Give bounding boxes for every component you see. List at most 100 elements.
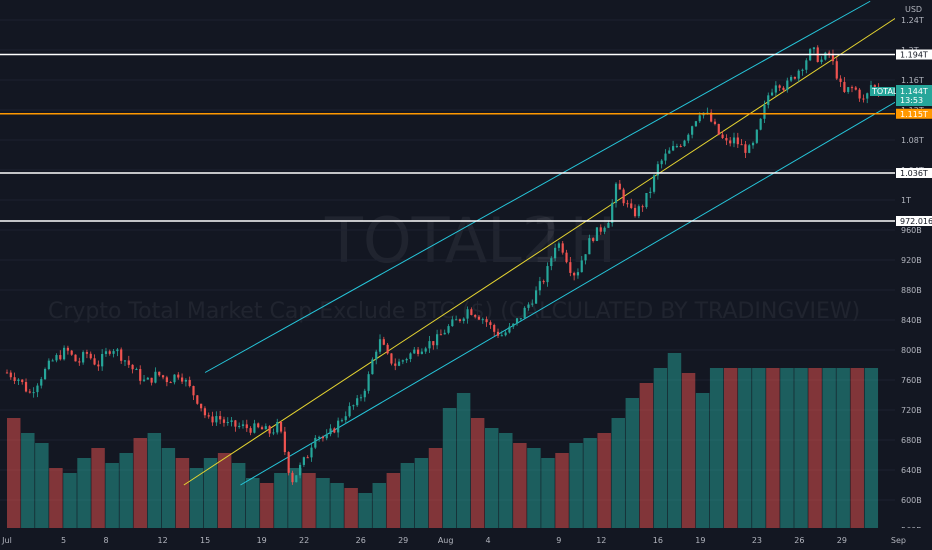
candle-body xyxy=(226,421,229,423)
candle-body xyxy=(504,332,507,336)
candle-body xyxy=(554,247,557,259)
candle-body xyxy=(158,371,161,376)
candle-body xyxy=(797,70,800,79)
volume-bar xyxy=(386,473,401,528)
channel-upper-line[interactable] xyxy=(204,0,871,373)
candle-body xyxy=(161,375,165,378)
candle-body xyxy=(203,408,207,416)
candle-body xyxy=(17,379,20,381)
volume-bar xyxy=(105,463,119,528)
volume-bars xyxy=(7,353,879,528)
time-tick-label: 15 xyxy=(200,536,210,545)
candle-body xyxy=(740,144,743,146)
candle-body xyxy=(538,281,541,291)
candle-body xyxy=(386,344,389,354)
volume-bar xyxy=(738,368,752,528)
level-label-text: 1.115T xyxy=(900,110,928,119)
volume-bar xyxy=(274,473,288,528)
candle-body xyxy=(595,227,599,241)
volume-bar xyxy=(766,368,780,528)
volume-bar xyxy=(513,443,527,528)
price-tick-label: 800B xyxy=(901,346,922,355)
volume-bar xyxy=(231,463,246,528)
candle-body xyxy=(493,324,496,332)
candle-body xyxy=(9,372,12,378)
last-price-tag: TOTAL2 1.144T 13:53 xyxy=(870,85,932,106)
time-tick-label: 9 xyxy=(556,536,561,545)
candle-body xyxy=(641,206,644,208)
candle-body xyxy=(592,238,595,241)
volume-bar xyxy=(77,458,91,528)
candle-body xyxy=(264,426,267,430)
candle-body xyxy=(97,364,100,367)
candle-body xyxy=(660,160,663,165)
candle-body xyxy=(89,353,92,359)
candle-body xyxy=(234,420,237,427)
candle-body xyxy=(5,372,9,374)
candle-body xyxy=(302,457,305,465)
candle-body xyxy=(116,349,119,352)
candle-body xyxy=(732,137,736,144)
price-tick-label: 1.08T xyxy=(901,136,924,145)
horizontal-levels[interactable] xyxy=(0,53,895,222)
volume-bar xyxy=(527,448,541,528)
candle-body xyxy=(62,347,66,360)
candle-body xyxy=(672,146,675,151)
volume-bar xyxy=(723,368,738,528)
candle-body xyxy=(527,304,530,308)
candle-body xyxy=(78,361,81,363)
trend-channel[interactable] xyxy=(183,0,899,486)
candle-body xyxy=(165,377,168,383)
candle-body xyxy=(462,318,465,322)
candles xyxy=(5,45,880,485)
candle-body xyxy=(101,353,104,367)
candle-body xyxy=(580,260,583,273)
time-tick-label: 5 xyxy=(61,536,66,545)
time-tick-label: 12 xyxy=(158,536,168,545)
time-axis[interactable]: Jul 5 8 12 15 19 22 26 29 Aug 4 9 12 16 19 23 26 29 Sep xyxy=(1,536,906,545)
candle-body xyxy=(367,374,370,391)
candle-body xyxy=(763,104,766,119)
candle-body xyxy=(569,262,572,273)
candle-body xyxy=(215,416,218,423)
candle-body xyxy=(306,457,309,459)
candle-body xyxy=(127,360,130,365)
candle-body xyxy=(474,314,477,317)
channel-lower-line[interactable] xyxy=(240,99,899,486)
price-tick-label: 760B xyxy=(901,376,922,385)
volume-bar xyxy=(49,468,63,528)
price-tick-label: 1T xyxy=(901,196,911,205)
volume-bar xyxy=(794,368,808,528)
candle-body xyxy=(744,144,747,153)
candle-body xyxy=(512,323,515,327)
candle-body xyxy=(622,189,625,204)
candle-body xyxy=(287,452,290,473)
candle-body xyxy=(272,432,275,434)
volume-bar xyxy=(189,468,204,528)
price-tick-label: 840B xyxy=(901,316,922,325)
candle-body xyxy=(751,142,755,146)
currency-label: USD xyxy=(905,5,922,14)
candle-body xyxy=(496,331,500,336)
candle-body xyxy=(180,377,184,382)
channel-middle-line[interactable] xyxy=(183,15,899,486)
volume-bar xyxy=(625,398,640,528)
volume-bar xyxy=(822,368,836,528)
candle-body xyxy=(508,326,511,333)
level-label-bg xyxy=(896,108,932,119)
candle-body xyxy=(801,69,804,71)
volume-bar xyxy=(400,463,415,528)
candle-body xyxy=(455,319,458,321)
price-tag-bg xyxy=(896,85,932,106)
candle-body xyxy=(112,351,115,354)
candle-body xyxy=(344,416,347,421)
candle-body xyxy=(85,352,89,354)
candle-body xyxy=(576,272,580,276)
candle-body xyxy=(847,87,850,92)
time-tick-label: 23 xyxy=(752,536,762,545)
candle-body xyxy=(805,60,808,70)
candle-body xyxy=(318,436,321,438)
candle-body xyxy=(238,425,241,427)
candle-body xyxy=(831,53,835,62)
